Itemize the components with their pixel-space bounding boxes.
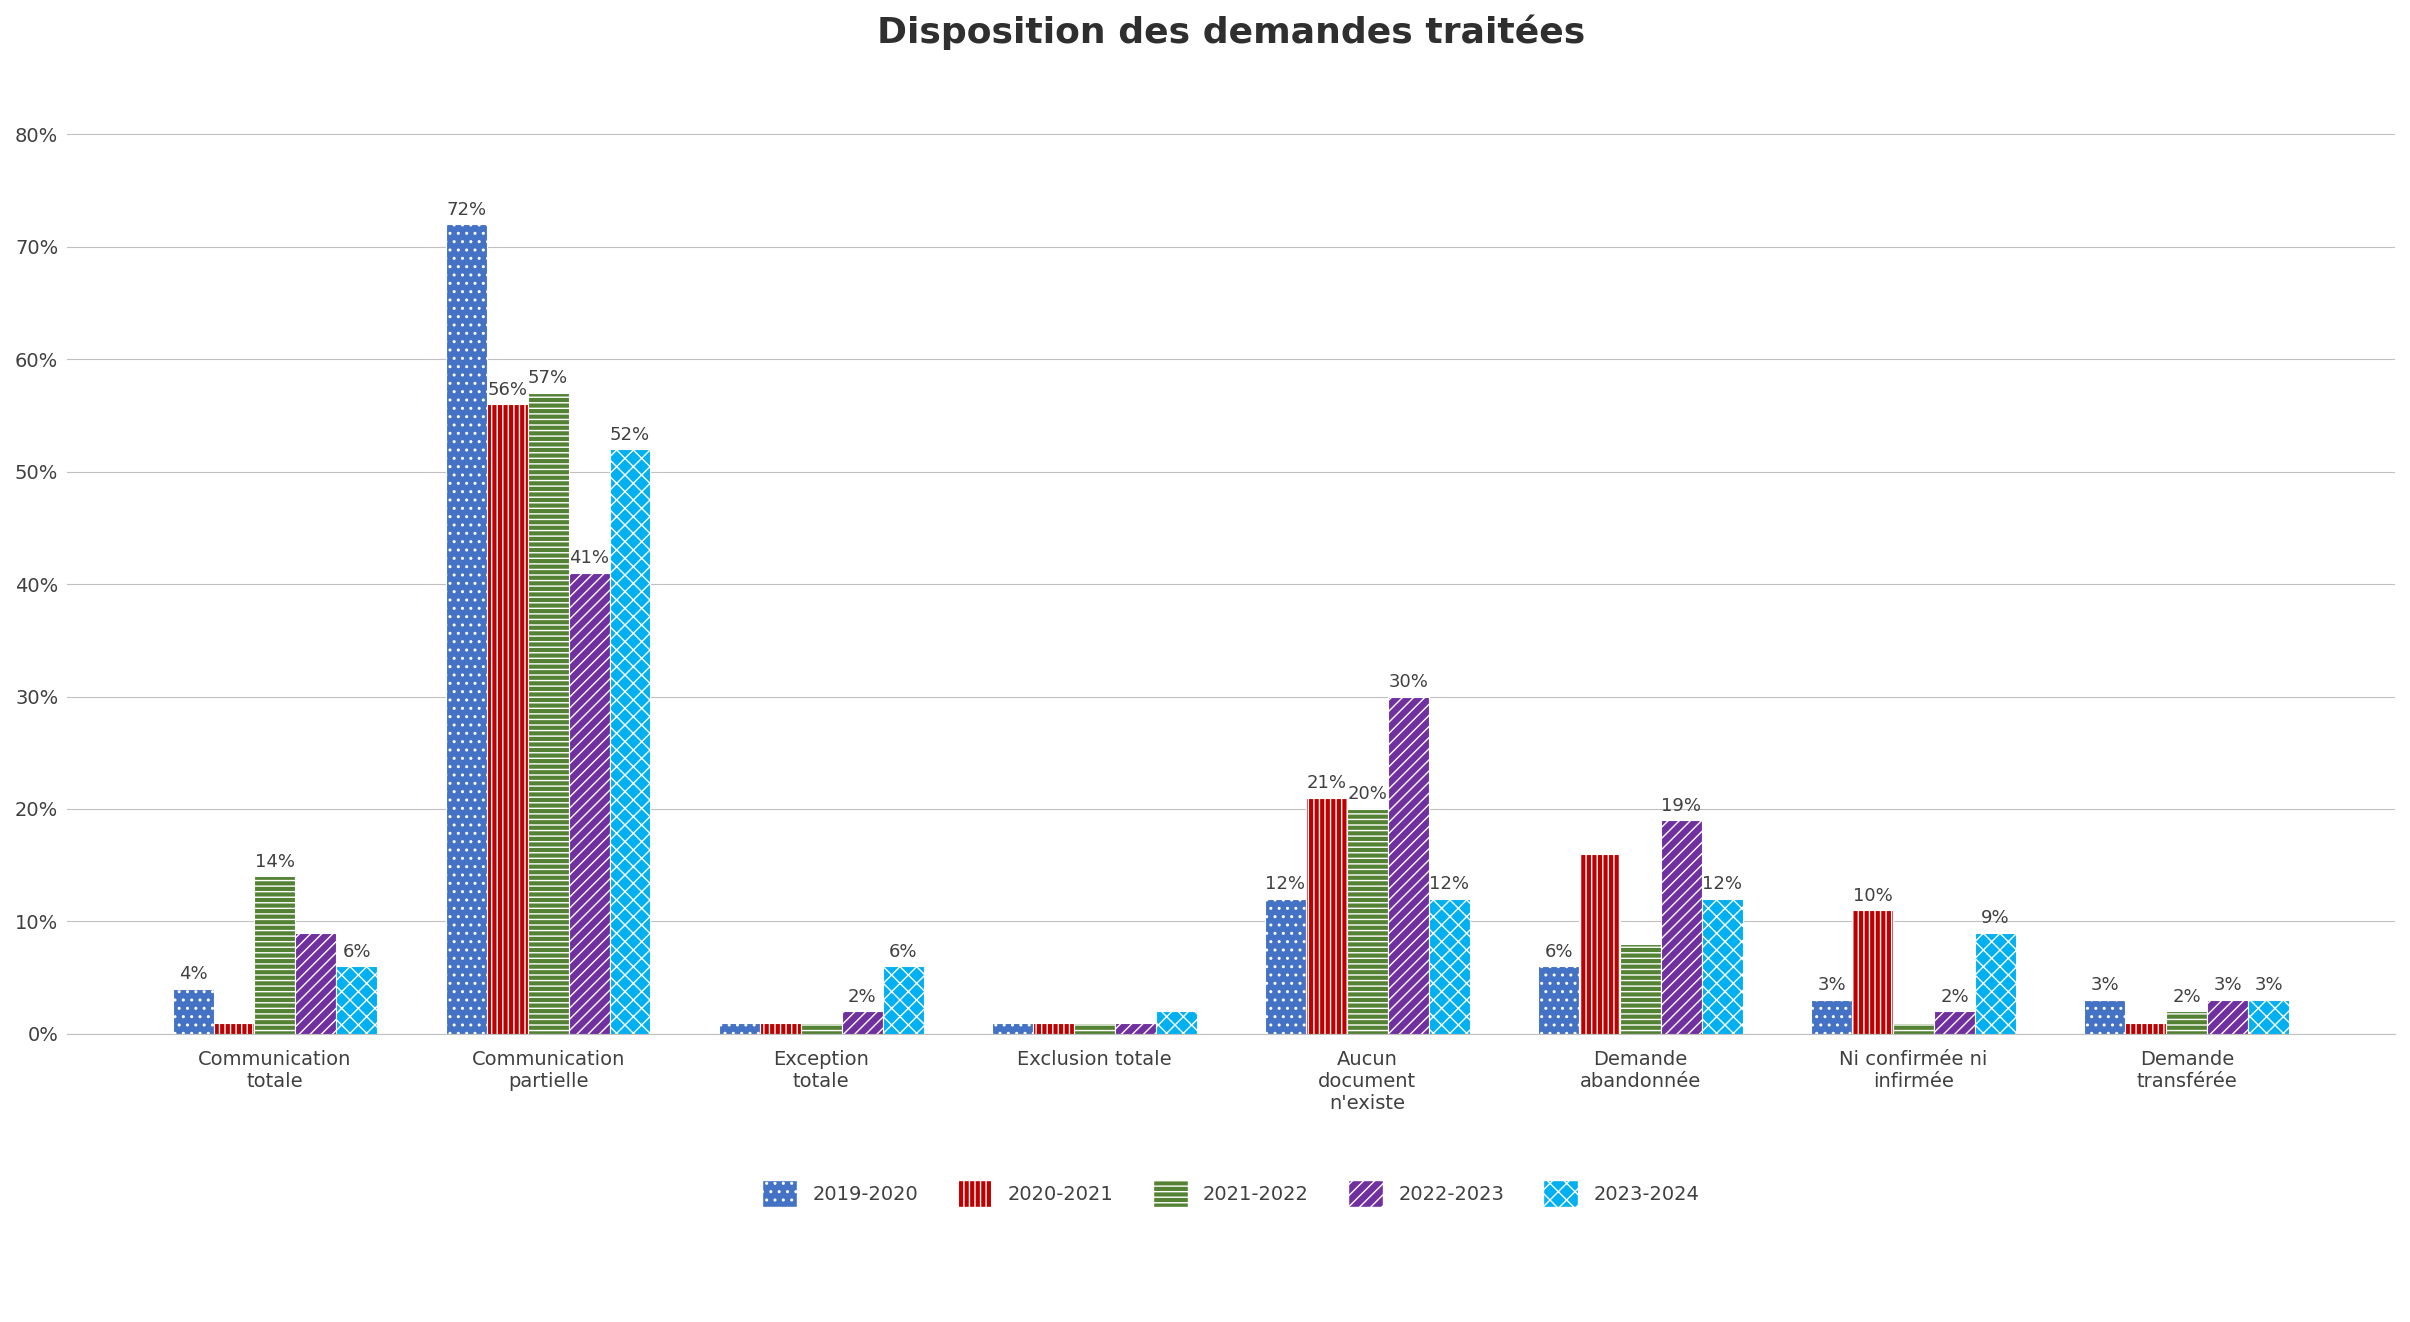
Text: 4%: 4% — [178, 965, 207, 984]
Bar — [1701, 899, 1742, 1034]
Bar — [993, 1023, 1034, 1034]
Bar — [1116, 1023, 1157, 1034]
Text: 12%: 12% — [1701, 875, 1742, 894]
Bar — [174, 989, 214, 1034]
Text: 3%: 3% — [2253, 977, 2282, 994]
Text: 20%: 20% — [1347, 785, 1388, 804]
Bar — [610, 449, 651, 1034]
Text: 6%: 6% — [889, 943, 918, 961]
Bar — [1347, 809, 1388, 1034]
Bar — [2208, 999, 2249, 1034]
Text: 6%: 6% — [342, 943, 371, 961]
Text: 21%: 21% — [1306, 775, 1347, 792]
Text: 52%: 52% — [610, 426, 651, 444]
Text: 14%: 14% — [255, 853, 294, 871]
Bar — [800, 1023, 841, 1034]
Bar — [1579, 854, 1620, 1034]
Bar — [337, 966, 378, 1034]
Bar — [1075, 1023, 1116, 1034]
Text: 30%: 30% — [1388, 673, 1429, 691]
Text: 57%: 57% — [528, 369, 569, 387]
Bar — [446, 225, 487, 1034]
Bar — [1660, 820, 1701, 1034]
Text: 19%: 19% — [1660, 797, 1701, 814]
Title: Disposition des demandes traitées: Disposition des demandes traitées — [877, 15, 1586, 50]
Bar — [487, 405, 528, 1034]
Text: 9%: 9% — [1981, 910, 2010, 927]
Text: 56%: 56% — [487, 381, 528, 399]
Bar — [1429, 899, 1470, 1034]
Bar — [1976, 932, 2017, 1034]
Text: 72%: 72% — [446, 201, 487, 218]
Bar — [1157, 1011, 1198, 1034]
Text: 12%: 12% — [1429, 875, 1470, 894]
Text: 3%: 3% — [1817, 977, 1846, 994]
Bar — [1388, 697, 1429, 1034]
Text: 12%: 12% — [1265, 875, 1306, 894]
Text: 2%: 2% — [848, 988, 877, 1006]
Bar — [1306, 797, 1347, 1034]
Text: 3%: 3% — [2212, 977, 2241, 994]
Text: 6%: 6% — [1545, 943, 1574, 961]
Text: 2%: 2% — [2171, 988, 2200, 1006]
Bar — [1853, 910, 1894, 1034]
Bar — [759, 1023, 800, 1034]
Bar — [841, 1011, 882, 1034]
Bar — [296, 932, 337, 1034]
Bar — [1620, 944, 1660, 1034]
Bar — [1935, 1011, 1976, 1034]
Bar — [528, 393, 569, 1034]
Bar — [569, 572, 610, 1034]
Bar — [1034, 1023, 1075, 1034]
Bar — [255, 876, 296, 1034]
Text: 10%: 10% — [1853, 887, 1892, 904]
Text: 2%: 2% — [1940, 988, 1969, 1006]
Bar — [882, 966, 923, 1034]
Bar — [2126, 1023, 2167, 1034]
Bar — [1894, 1023, 1935, 1034]
Bar — [2167, 1011, 2208, 1034]
Bar — [1538, 966, 1579, 1034]
Bar — [2249, 999, 2290, 1034]
Bar — [2085, 999, 2126, 1034]
Bar — [1265, 899, 1306, 1034]
Text: 41%: 41% — [569, 549, 610, 567]
Bar — [1812, 999, 1853, 1034]
Text: 3%: 3% — [2089, 977, 2118, 994]
Bar — [718, 1023, 759, 1034]
Bar — [214, 1023, 255, 1034]
Legend: 2019-2020, 2020-2021, 2021-2022, 2022-2023, 2023-2024: 2019-2020, 2020-2021, 2021-2022, 2022-20… — [754, 1173, 1706, 1215]
